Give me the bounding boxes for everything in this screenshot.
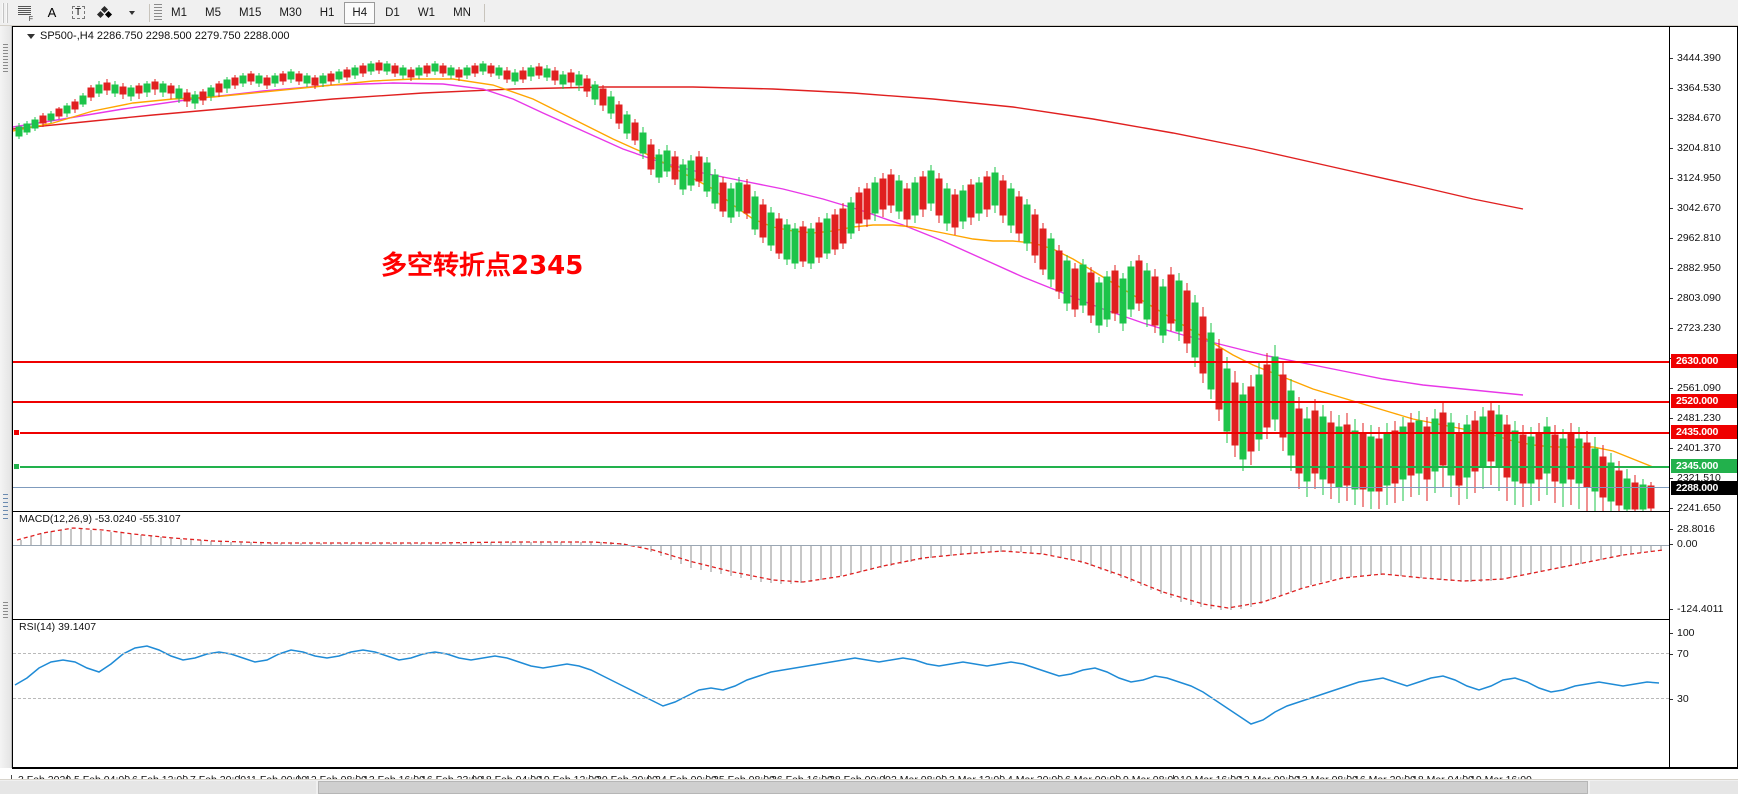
text-label-icon[interactable]: T <box>66 2 90 24</box>
timeframe-m1[interactable]: M1 <box>171 6 187 19</box>
pane-divider-rsi[interactable] <box>13 619 1737 620</box>
rsi-axis-label-70: 70 <box>1670 649 1689 660</box>
pane-divider-macd[interactable] <box>13 511 1737 512</box>
price-tick: 2241.650 <box>1670 503 1721 514</box>
price-series-svg <box>13 60 1655 511</box>
chart-left-rail <box>0 26 12 768</box>
price-tick: 3364.530 <box>1670 83 1721 94</box>
timeframe-h4[interactable]: H4 <box>344 1 376 24</box>
rail-marks-main <box>3 44 8 74</box>
candlesticks <box>15 60 1655 511</box>
macd-axis-label-bottom: -124.4011 <box>1670 604 1724 615</box>
chart-plot-area[interactable]: SP500-,H4 2286.750 2298.500 2279.750 228… <box>12 26 1738 768</box>
toolbar-separator <box>149 3 150 22</box>
hline-2435-handle[interactable] <box>13 429 20 436</box>
price-tick: 3444.390 <box>1670 53 1721 64</box>
timeframe-d1[interactable]: D1 <box>385 6 400 19</box>
timeframe-h1[interactable]: H1 <box>319 6 335 19</box>
scrollbar-track-left[interactable] <box>0 781 316 794</box>
price-label-2435[interactable]: 2435.000 <box>1671 425 1737 439</box>
objects-icon[interactable] <box>92 2 118 24</box>
scrollbar-thumb[interactable] <box>318 781 1588 794</box>
price-label-2345[interactable]: 2345.000 <box>1671 459 1737 473</box>
periodicity-icon[interactable]: F <box>12 2 38 24</box>
price-tick: 2882.950 <box>1670 263 1721 274</box>
rsi-label: RSI(14) 39.1407 <box>19 621 97 633</box>
rail-marks-rsi <box>3 602 8 620</box>
timeframe-w1[interactable]: W1 <box>417 6 436 19</box>
chart-annotation-text[interactable]: 多空转折点2345 <box>381 251 584 281</box>
price-tick: 3042.670 <box>1670 203 1721 214</box>
chart-menu-caret-icon[interactable] <box>27 33 35 39</box>
price-pane[interactable]: 多空转折点2345 <box>13 27 1669 511</box>
price-tick: 2962.810 <box>1670 233 1721 244</box>
macd-axis-label-top: 28.8016 <box>1670 524 1715 535</box>
timeframe-m30[interactable]: M30 <box>279 6 302 19</box>
hline-2345[interactable] <box>13 463 1669 470</box>
timeframe-m5[interactable]: M5 <box>204 6 221 19</box>
price-tick: 2803.090 <box>1670 293 1721 304</box>
macd-pane[interactable]: MACD(12,26,9) -53.0240 -55.3107 <box>13 512 1669 619</box>
price-tick: 3284.670 <box>1670 113 1721 124</box>
main-toolbar: F A T M1 M5 M15 M30 H1 H4 D1 W1 MN <box>0 0 1738 26</box>
chart-frame: SP500-,H4 2286.750 2298.500 2279.750 228… <box>0 26 1738 794</box>
hline-2345-handle[interactable] <box>13 463 20 470</box>
rsi-axis-label-30: 30 <box>1670 694 1689 705</box>
price-tick: 3124.950 <box>1670 173 1721 184</box>
toolbar-separator-2 <box>483 3 485 22</box>
macd-zero-line <box>13 545 1669 546</box>
text-tool-icon[interactable]: A <box>47 5 57 20</box>
price-label-2630[interactable]: 2630.000 <box>1671 354 1737 368</box>
price-label-last[interactable]: 2288.000 <box>1671 481 1737 495</box>
rsi-level-70 <box>13 653 1669 654</box>
symbol-ohlc-text: SP500-,H4 2286.750 2298.500 2279.750 228… <box>40 30 290 42</box>
rsi-svg <box>14 645 1660 725</box>
price-tick: 2481.230 <box>1670 413 1721 424</box>
rail-marks-macd <box>3 494 8 520</box>
objects-dropdown-icon[interactable] <box>120 2 144 24</box>
macd-svg <box>16 527 1664 610</box>
symbol-info-bar: SP500-,H4 2286.750 2298.500 2279.750 228… <box>27 30 290 42</box>
horizontal-scrollbar[interactable] <box>0 779 1738 794</box>
price-tick: 3204.810 <box>1670 143 1721 154</box>
timeframe-m15[interactable]: M15 <box>238 6 262 19</box>
price-axis[interactable]: 3444.390 3364.530 3284.670 3204.810 3124… <box>1669 27 1737 767</box>
macd-label: MACD(12,26,9) -53.0240 -55.3107 <box>19 513 181 525</box>
rsi-pane[interactable]: RSI(14) 39.1407 <box>13 620 1669 768</box>
toolbar-grip[interactable] <box>2 2 9 23</box>
hline-2435[interactable] <box>13 429 1669 436</box>
price-tick: 2723.230 <box>1670 323 1721 334</box>
price-tick: 2561.090 <box>1670 383 1721 394</box>
macd-axis-label-zero: 0.00 <box>1670 539 1697 550</box>
rsi-axis-label-100: 100 <box>1670 628 1695 639</box>
hline-2630[interactable] <box>13 361 1669 363</box>
price-label-2520[interactable]: 2520.000 <box>1671 394 1737 408</box>
timeframe-grip[interactable] <box>154 3 162 22</box>
rsi-level-30 <box>13 698 1669 699</box>
price-tick: 2321.510 <box>1670 473 1721 484</box>
timeframe-mn[interactable]: MN <box>453 6 471 19</box>
last-price-line <box>13 487 1669 488</box>
price-tick: 2401.370 <box>1670 443 1721 454</box>
scrollbar-track-right[interactable] <box>1590 781 1738 794</box>
hline-2520[interactable] <box>13 401 1669 403</box>
